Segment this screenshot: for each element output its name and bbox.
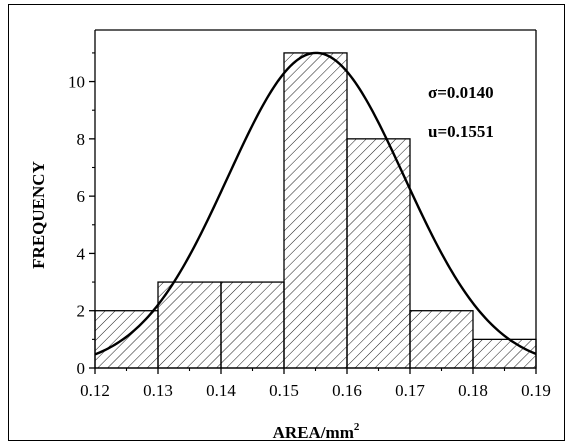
y-tick-label: 2 [77, 302, 86, 321]
y-tick-labels: 0 2 4 6 8 10 [68, 52, 95, 378]
bar-1 [157, 281, 222, 369]
x-tick-label: 0.14 [206, 381, 236, 400]
x-tick-labels: 0.12 0.13 0.14 0.15 0.16 0.17 0.18 0.19 [80, 368, 551, 400]
y-tick-label: 0 [77, 359, 86, 378]
x-tick-label: 0.17 [395, 381, 425, 400]
x-tick-label: 0.12 [80, 381, 110, 400]
bar-4 [346, 138, 411, 369]
x-tick-label: 0.18 [458, 381, 488, 400]
bar-0 [94, 310, 159, 369]
y-tick-label: 8 [77, 130, 86, 149]
y-tick-label: 10 [68, 73, 85, 92]
x-tick-label: 0.16 [332, 381, 362, 400]
x-axis-title: AREA/mm2 [273, 421, 360, 442]
x-axis-title-text: AREA/mm [273, 423, 354, 442]
bar-5 [409, 310, 474, 369]
annotation-sigma: σ=0.0140 [428, 83, 494, 102]
x-tick-label: 0.15 [269, 381, 299, 400]
y-axis-title: FREQUENCY [29, 161, 48, 269]
x-tick-label: 0.19 [521, 381, 551, 400]
bar-3 [283, 52, 348, 369]
y-tick-label: 4 [77, 244, 86, 263]
x-axis-title-superscript: 2 [354, 421, 360, 433]
normal-fit-curve [94, 51, 537, 356]
bar-2 [220, 281, 285, 369]
y-tick-label: 6 [77, 187, 86, 206]
x-tick-label: 0.13 [143, 381, 173, 400]
bars-group [94, 52, 537, 369]
annotation-mu: u=0.1551 [428, 122, 494, 141]
bar-6 [472, 338, 537, 369]
